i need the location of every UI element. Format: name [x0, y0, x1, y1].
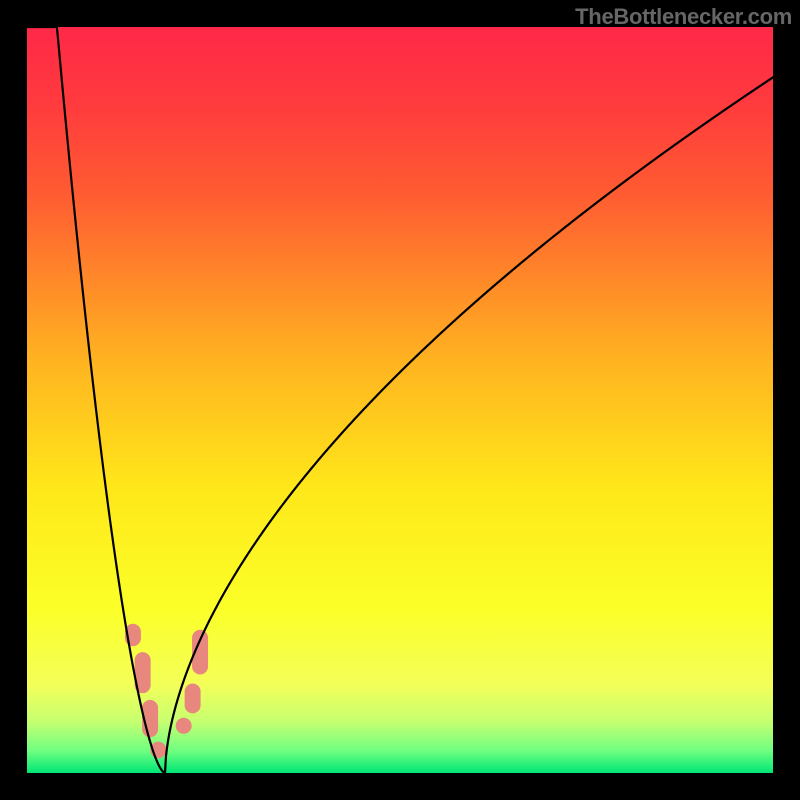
chart-container: TheBottlenecker.com — [0, 0, 800, 800]
watermark: TheBottlenecker.com — [575, 4, 792, 30]
plot-area — [27, 27, 773, 773]
data-marker — [185, 683, 201, 713]
plot-svg — [27, 27, 773, 773]
data-marker — [176, 718, 192, 734]
